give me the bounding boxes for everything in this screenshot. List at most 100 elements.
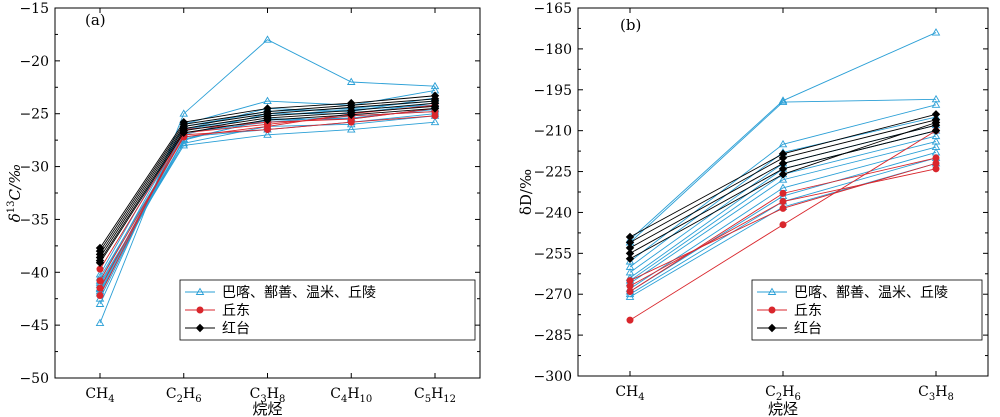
series-line xyxy=(96,108,439,273)
data-point xyxy=(767,323,777,333)
data-point xyxy=(179,109,189,117)
x-tick-label: C3H8 xyxy=(250,386,286,405)
data-point xyxy=(95,299,105,307)
data-point xyxy=(778,96,788,104)
y-tick-label: −15 xyxy=(19,1,49,17)
y-tick-label: −285 xyxy=(534,328,572,344)
series-line xyxy=(625,118,941,263)
data-point xyxy=(263,115,272,125)
series-path xyxy=(629,162,937,298)
data-point xyxy=(95,270,105,278)
y-tick-label: −165 xyxy=(534,1,572,17)
data-point xyxy=(430,104,440,113)
data-point xyxy=(931,28,941,36)
series-line xyxy=(626,165,940,290)
series-line xyxy=(95,104,440,267)
data-point xyxy=(95,318,105,326)
legend-label: 丘东 xyxy=(794,303,822,319)
x-tick-label: C2H6 xyxy=(765,384,801,403)
x-axis-label: 烷烃 xyxy=(252,400,282,417)
y-tick-label: −240 xyxy=(534,205,572,221)
legend-label: 丘东 xyxy=(222,303,250,319)
series-line xyxy=(626,154,940,295)
series-path xyxy=(629,104,937,262)
legend-label: 红台 xyxy=(794,321,822,337)
x-axis-label: 烷烃 xyxy=(768,400,798,417)
data-point xyxy=(778,175,788,183)
data-point xyxy=(96,292,104,300)
data-point xyxy=(179,128,188,137)
y-axis-label: δ13C/‰ xyxy=(6,164,24,222)
data-point xyxy=(95,258,105,267)
data-point xyxy=(195,287,205,295)
y-tick-label: −270 xyxy=(534,287,572,303)
data-point xyxy=(196,306,204,314)
legend-box xyxy=(751,279,983,341)
data-point xyxy=(932,154,940,162)
data-point xyxy=(431,112,439,120)
y-tick-label: −180 xyxy=(534,42,572,58)
y-tick-label: −210 xyxy=(534,124,572,140)
data-point xyxy=(430,81,440,90)
y-tick-label: −300 xyxy=(534,369,572,385)
data-point xyxy=(779,189,787,197)
y-tick-label: −35 xyxy=(19,212,49,228)
data-point xyxy=(779,221,787,229)
data-point xyxy=(779,198,787,206)
series-path xyxy=(629,32,937,241)
data-point xyxy=(778,139,788,148)
data-point xyxy=(195,323,205,333)
data-point xyxy=(626,316,634,324)
series-path xyxy=(99,107,436,296)
data-point xyxy=(96,277,104,285)
data-point xyxy=(625,254,635,263)
y-tick-label: −45 xyxy=(19,318,49,334)
data-point xyxy=(96,284,104,292)
data-point xyxy=(931,118,941,127)
x-tick-label: C2H6 xyxy=(166,386,202,405)
x-tick-label: C3H8 xyxy=(918,384,954,403)
data-point xyxy=(778,97,788,105)
chart-panel-a: −50 −45 −40 −35 −30 −25 −20 −15 CH4 C2H6 C3H8 C4H10… xyxy=(6,1,481,417)
series-path xyxy=(629,141,937,284)
data-point xyxy=(347,110,356,119)
series-path xyxy=(629,124,937,249)
data-point xyxy=(96,265,104,273)
data-point xyxy=(346,125,356,133)
data-point xyxy=(768,306,776,314)
x-tick-label: C4H10 xyxy=(330,386,372,405)
data-point xyxy=(767,287,777,295)
series-path xyxy=(99,109,436,290)
y-tick-label: −195 xyxy=(534,83,572,99)
series-path xyxy=(629,98,937,243)
x-tick-label: CH4 xyxy=(615,384,644,403)
series-line xyxy=(626,159,940,285)
y-axis-label: δD/‰ xyxy=(517,169,535,215)
data-point xyxy=(931,126,941,135)
y-tick-label: −255 xyxy=(534,246,572,262)
series-path xyxy=(99,121,436,284)
data-point xyxy=(264,122,271,130)
legend-box xyxy=(179,279,476,341)
legend-label: 红台 xyxy=(222,321,250,337)
legend-label: 巴喀、鄯善、温米、丘陵 xyxy=(222,284,376,301)
data-point xyxy=(263,96,272,104)
data-point xyxy=(263,35,272,43)
data-point xyxy=(346,77,356,85)
data-point xyxy=(932,165,940,173)
x-tick-label: CH4 xyxy=(85,386,114,405)
data-point xyxy=(625,292,635,300)
series-path xyxy=(99,115,436,289)
y-tick-label: −50 xyxy=(19,371,49,387)
x-tick-label: C5H12 xyxy=(414,386,456,405)
y-tick-label: −225 xyxy=(534,165,572,181)
legend-label: 巴喀、鄯善、温米、丘陵 xyxy=(794,284,948,301)
panel-label: (a) xyxy=(85,11,106,29)
panel-label: (b) xyxy=(620,16,641,34)
series-path xyxy=(629,146,937,290)
chart-panel-b: −300 −285 −270 −255 −240 −225 −210 −195 −180 −165… xyxy=(517,1,989,417)
y-tick-label: −20 xyxy=(19,54,49,70)
